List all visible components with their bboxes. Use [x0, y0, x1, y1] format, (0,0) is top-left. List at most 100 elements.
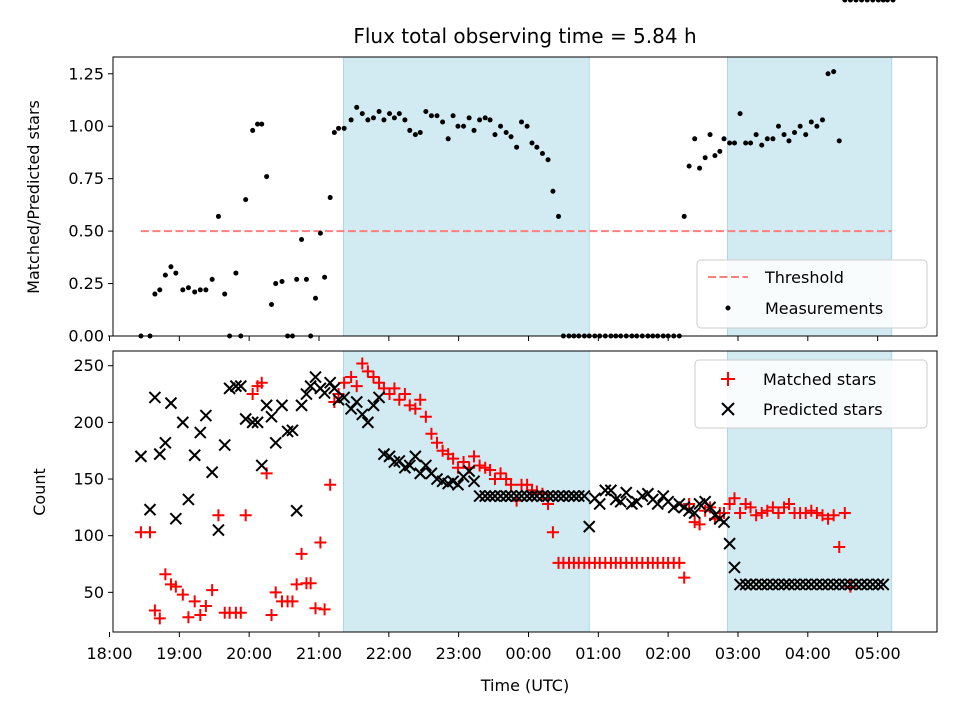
measurement-point [681, 213, 687, 219]
measurement-point [466, 115, 472, 121]
predicted-star-point [194, 426, 207, 439]
predicted-star-point [304, 379, 317, 393]
matched-star-point [425, 427, 438, 440]
measurement-point [331, 130, 337, 136]
matched-star-point [728, 492, 741, 505]
predicted-star-point [838, 578, 852, 591]
matched-star-point [393, 393, 406, 406]
predicted-star-point [309, 370, 322, 384]
matched-star-point [239, 509, 252, 522]
measurement-point [299, 237, 305, 243]
measurement-point [303, 276, 309, 282]
measurement-point [508, 134, 514, 140]
predicted-star-point [717, 515, 731, 529]
predicted-star-point [356, 408, 369, 421]
predicted-star-point [229, 379, 243, 393]
measurement-point [197, 287, 203, 293]
x-tick-label: 22:00 [366, 644, 412, 663]
measurement-point [327, 195, 333, 201]
ratio-x-ticks [109, 336, 879, 341]
x-tick-label: 19:00 [156, 644, 202, 663]
measurement-point [348, 117, 354, 123]
measurement-point [482, 115, 488, 121]
predicted-star-point [515, 489, 528, 503]
measurement-point [157, 287, 163, 293]
predicted-star-point [739, 578, 752, 591]
x-tick-label: 01:00 [575, 644, 621, 663]
matched-star-point [304, 577, 317, 590]
matched-star-point [188, 595, 201, 608]
predicted-star-point [462, 464, 476, 478]
predicted-star-point [723, 537, 736, 550]
predicted-star-point [300, 387, 313, 401]
predicted-star-point [793, 578, 807, 591]
predicted-star-point [855, 578, 868, 591]
ratio-y-tick-label: 1.25 [68, 64, 104, 83]
predicted-star-point [651, 497, 664, 511]
matched-star-point [269, 586, 282, 599]
predicted-star-point [520, 489, 534, 503]
matched-star-point [473, 459, 486, 472]
measurement-point [269, 302, 275, 308]
count-legend-box [694, 359, 928, 429]
measurement-point [192, 289, 198, 295]
count-y-tick-label: 250 [73, 356, 104, 375]
predicted-star-point [169, 512, 183, 525]
predicted-star-point [728, 561, 741, 574]
measurement-point [391, 115, 397, 121]
matched-star-point [265, 609, 278, 622]
matched-star-point [194, 609, 207, 622]
predicted-star-point [578, 489, 591, 503]
predicted-star-point [367, 399, 380, 412]
predicted-star-point [510, 489, 523, 503]
count-panel: 50 100 150 200 250 18:00 19:00 20:00 21:00 22:00… [30, 350, 938, 695]
matched-star-point [744, 501, 757, 514]
predicted-star-point [703, 501, 717, 514]
matched-star-point [345, 371, 358, 384]
predicted-star-point [816, 578, 829, 591]
matched-star-point [338, 376, 351, 389]
predicted-star-point [318, 386, 331, 400]
matched-star-point [361, 365, 374, 378]
measurement-point [831, 69, 837, 75]
x-tick-label: 21:00 [296, 644, 342, 663]
measurement-point [792, 130, 798, 136]
ratio-y-tick-label: 0.25 [68, 274, 104, 293]
matched-legend-swatch [721, 372, 735, 386]
measurement-point [529, 140, 535, 146]
measurement-point [264, 174, 270, 180]
measurement-point [294, 276, 300, 282]
predicted-star-point [234, 379, 247, 393]
measurement-point [317, 230, 323, 236]
measurement-point [455, 123, 461, 129]
matched-star-point [318, 603, 331, 616]
count-plot-frame [112, 350, 938, 633]
matched-star-point [153, 612, 166, 625]
predicted-star-point [667, 501, 680, 514]
measurement-point [836, 138, 842, 144]
measurement-point [445, 136, 451, 142]
matched-star-point [782, 497, 795, 510]
matched-star-point [755, 507, 768, 520]
ratio-legend-box [696, 259, 928, 329]
predicted-star-point [866, 578, 879, 591]
predicted-star-point [733, 578, 747, 591]
predicted-star-point [749, 578, 763, 591]
predicted-star-point [604, 484, 618, 497]
predicted-star-point [403, 459, 416, 472]
measurement-point [423, 109, 429, 115]
ratio-y-ticks: 0.00 0.25 0.50 0.75 1.00 1.25 [68, 64, 113, 346]
matched-legend-label: Matched stars [763, 370, 876, 389]
predicted-star-point [182, 493, 195, 506]
measurement-point [539, 150, 545, 156]
matched-star-point [295, 547, 308, 560]
measurement-point [492, 132, 498, 138]
measurement-point [440, 119, 446, 125]
measurement-point [162, 272, 168, 278]
predicted-star-point [782, 578, 796, 591]
predicted-star-point [766, 578, 780, 591]
predicted-star-point [265, 410, 278, 423]
ratio-y-tick-label: 0.00 [68, 327, 104, 346]
predicted-star-point [323, 376, 337, 389]
measurement-point [152, 291, 158, 297]
